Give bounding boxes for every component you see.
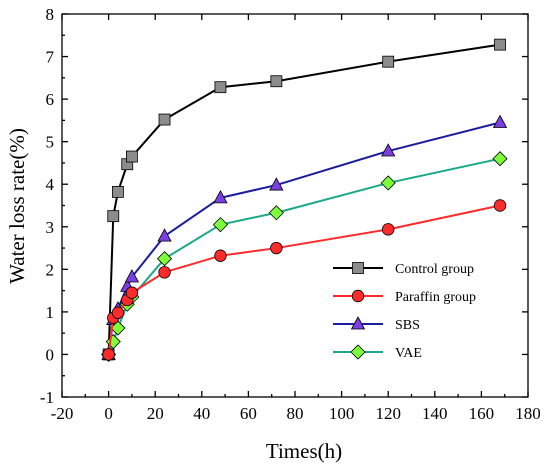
legend-entry: Control group [333, 262, 474, 277]
legend-entry: SBS [333, 316, 420, 333]
data-point [214, 249, 227, 262]
legend-entry: Paraffin group [333, 289, 476, 305]
y-tick-label: -1 [40, 388, 54, 407]
plot-frame [61, 13, 529, 398]
data-point [214, 81, 227, 94]
data-point [270, 75, 283, 88]
data-point [494, 38, 506, 51]
series-layer [101, 38, 508, 363]
y-tick-label: 3 [46, 218, 55, 237]
series-line [107, 157, 501, 355]
data-point [112, 185, 124, 198]
series-sbs [101, 114, 508, 360]
series-paraffin-group [102, 199, 507, 361]
x-tick-label: 120 [375, 404, 401, 423]
x-tick-label: -20 [51, 404, 74, 423]
data-point [158, 266, 171, 279]
data-point [125, 286, 139, 299]
y-tick-label: 5 [46, 133, 55, 152]
y-tick-label: 4 [46, 175, 55, 194]
y-tick-label: 0 [46, 345, 55, 364]
x-tick-label: 140 [422, 404, 448, 423]
data-point [213, 190, 228, 204]
legend-marker [352, 262, 364, 274]
legend-entry: VAE [333, 344, 422, 361]
y-tick-label: 1 [46, 303, 55, 322]
series-control-group [102, 38, 506, 361]
data-point [268, 205, 284, 221]
data-point [269, 177, 284, 191]
legend: Control group Paraffin group SBS VAE [333, 262, 476, 361]
x-tick-label: 160 [469, 404, 495, 423]
y-tick-label: 2 [46, 260, 55, 279]
data-point [492, 151, 508, 167]
data-point [381, 143, 396, 157]
series-vae [101, 151, 508, 363]
x-tick-label: 40 [193, 404, 210, 423]
data-point [382, 55, 395, 68]
data-point [107, 210, 120, 223]
y-tick-label: 8 [46, 5, 55, 24]
data-point [111, 306, 125, 319]
y-tick-label: 6 [46, 90, 55, 109]
data-point [380, 175, 396, 191]
legend-label: VAE [395, 346, 422, 361]
legend-marker [350, 344, 366, 360]
data-point [270, 241, 283, 255]
series-line [107, 204, 501, 355]
x-tick-label: 80 [287, 404, 304, 423]
y-axis-title: Water loss rate(%) [5, 128, 29, 284]
x-tick-label: 100 [329, 404, 355, 423]
series-line [107, 43, 501, 355]
x-tick-label: 0 [104, 404, 113, 423]
x-axis-title: Times(h) [266, 439, 342, 463]
y-tick-label: 7 [46, 48, 55, 67]
data-point [102, 348, 115, 361]
x-tick-label: 180 [515, 404, 541, 423]
data-point [124, 269, 140, 283]
data-point [493, 199, 507, 212]
data-point [157, 228, 172, 242]
data-point [382, 223, 395, 236]
data-point [156, 251, 173, 267]
axes: -20 0 20 40 60 80 100 120 140 160 180 -1 0 1 2 3 4 5 6 7 8 [40, 5, 541, 423]
legend-label: SBS [395, 318, 420, 333]
data-point [212, 217, 229, 233]
data-point [492, 114, 508, 128]
x-tick-label: 20 [147, 404, 164, 423]
legend-marker [351, 289, 365, 303]
data-point [126, 150, 138, 163]
legend-marker [350, 316, 366, 330]
legend-label: Paraffin group [395, 290, 476, 305]
data-point [158, 113, 171, 126]
legend-label: Control group [395, 262, 474, 277]
x-tick-label: 60 [240, 404, 257, 423]
